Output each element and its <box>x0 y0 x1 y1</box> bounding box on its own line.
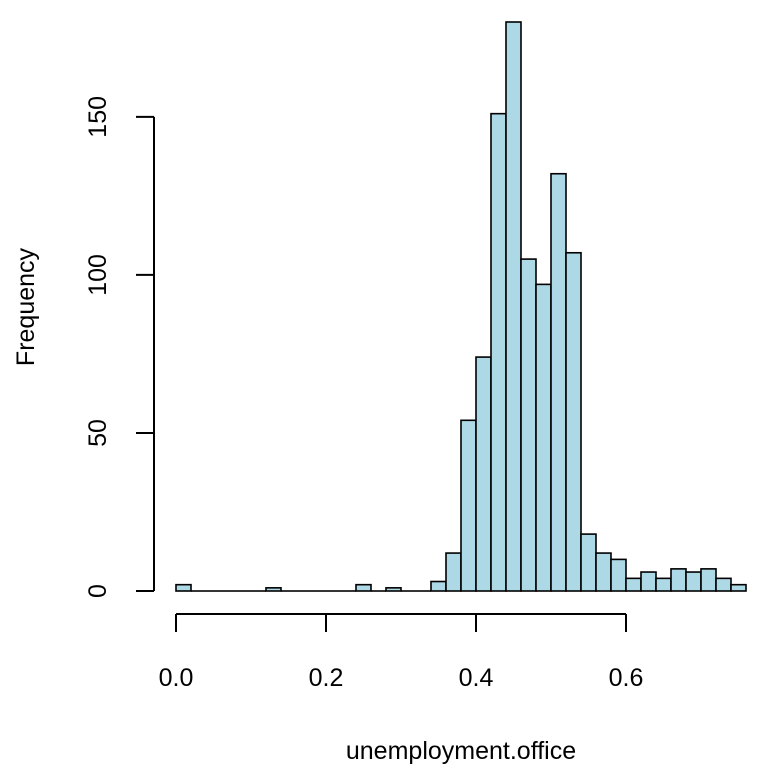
y-tick-label: 100 <box>84 254 112 296</box>
x-tick-label: 0.4 <box>459 664 494 692</box>
x-axis-title: unemployment.office <box>346 737 576 765</box>
y-axis-title: Frequency <box>12 247 40 366</box>
histogram-bar <box>175 583 192 592</box>
x-tick-label: 0.0 <box>159 664 194 692</box>
histogram-bar <box>520 258 537 592</box>
histogram-bars <box>175 21 747 592</box>
histogram-bar <box>445 552 462 592</box>
histogram-bar <box>655 577 672 592</box>
histogram-bar <box>385 587 402 592</box>
histogram-bar <box>595 552 612 592</box>
histogram-bar <box>625 577 642 592</box>
histogram-bar <box>580 533 597 592</box>
histogram-bar <box>640 571 657 592</box>
histogram-bar <box>730 583 747 592</box>
x-tick-label: 0.6 <box>609 664 644 692</box>
histogram-bar <box>535 283 552 592</box>
x-tick-label: 0.2 <box>309 664 344 692</box>
histogram-bar <box>475 356 492 592</box>
histogram-bar <box>700 568 717 592</box>
histogram-bar <box>430 580 447 592</box>
y-tick-label: 50 <box>84 419 112 447</box>
histogram-bar <box>265 587 282 592</box>
histogram-bar <box>685 571 702 592</box>
histogram-bar <box>715 577 732 592</box>
x-axis: 0.0 0.2 0.4 0.6 <box>159 613 644 692</box>
y-tick-label: 0 <box>84 584 112 598</box>
histogram-bar <box>460 419 477 592</box>
histogram-bar <box>490 112 507 592</box>
y-tick-label: 150 <box>84 96 112 138</box>
histogram-bar <box>355 583 372 592</box>
y-axis: 0 50 100 150 <box>84 96 155 598</box>
histogram-bar <box>565 251 582 592</box>
histogram-bar <box>505 21 522 592</box>
histogram-bar <box>550 172 567 592</box>
histogram-bar <box>670 568 687 592</box>
histogram-bar <box>610 558 627 592</box>
